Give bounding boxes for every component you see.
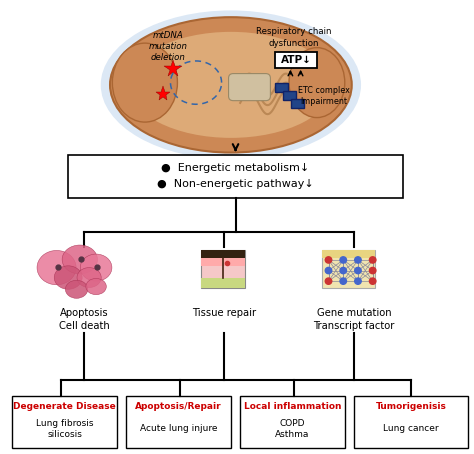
FancyBboxPatch shape — [201, 250, 245, 258]
Text: Acute lung injure: Acute lung injure — [140, 424, 218, 434]
Text: Lung fibrosis
silicosis: Lung fibrosis silicosis — [36, 419, 93, 439]
FancyBboxPatch shape — [201, 278, 245, 288]
Text: Local inflammation: Local inflammation — [244, 402, 341, 411]
FancyBboxPatch shape — [201, 258, 245, 266]
Ellipse shape — [37, 251, 76, 285]
Circle shape — [355, 267, 361, 274]
FancyBboxPatch shape — [283, 91, 296, 100]
Circle shape — [369, 267, 376, 274]
Text: Apoptosis
Cell death: Apoptosis Cell death — [59, 308, 110, 331]
Text: Tissue repair: Tissue repair — [192, 308, 256, 318]
Text: COPD
Asthma: COPD Asthma — [275, 419, 310, 439]
Text: Lung cancer: Lung cancer — [383, 424, 439, 434]
Ellipse shape — [62, 245, 98, 274]
Text: Respiratory chain
dysfunction: Respiratory chain dysfunction — [256, 27, 331, 48]
FancyBboxPatch shape — [240, 396, 345, 448]
Circle shape — [369, 257, 376, 263]
FancyBboxPatch shape — [275, 83, 288, 92]
Circle shape — [325, 278, 332, 284]
Ellipse shape — [65, 280, 88, 298]
Ellipse shape — [101, 10, 361, 159]
FancyBboxPatch shape — [292, 99, 304, 108]
Text: Degenerate Disease: Degenerate Disease — [13, 402, 116, 411]
Text: ETC complex
Impairment: ETC complex Impairment — [298, 86, 350, 106]
Text: Apoptosis/Repair: Apoptosis/Repair — [135, 402, 222, 411]
Ellipse shape — [77, 267, 101, 287]
FancyBboxPatch shape — [228, 74, 270, 101]
FancyBboxPatch shape — [275, 52, 318, 68]
Circle shape — [325, 267, 332, 274]
Ellipse shape — [112, 43, 177, 122]
FancyBboxPatch shape — [354, 396, 468, 448]
Ellipse shape — [54, 266, 82, 289]
Circle shape — [340, 257, 346, 263]
Text: Tumorigenisis: Tumorigenisis — [375, 402, 447, 411]
Ellipse shape — [128, 32, 333, 138]
Circle shape — [340, 278, 346, 284]
Text: ●  Energetic metabolism↓
●  Non-energetic pathway↓: ● Energetic metabolism↓ ● Non-energetic … — [157, 163, 314, 189]
Circle shape — [355, 257, 361, 263]
Ellipse shape — [80, 254, 112, 281]
FancyBboxPatch shape — [321, 250, 375, 288]
Text: ATP↓: ATP↓ — [281, 54, 311, 64]
Circle shape — [355, 278, 361, 284]
Text: mtDNA
mutation
deletion: mtDNA mutation deletion — [149, 31, 188, 62]
FancyBboxPatch shape — [68, 155, 403, 197]
Circle shape — [340, 267, 346, 274]
Ellipse shape — [86, 278, 106, 295]
FancyBboxPatch shape — [126, 396, 231, 448]
FancyBboxPatch shape — [201, 250, 245, 288]
FancyBboxPatch shape — [12, 396, 117, 448]
Circle shape — [369, 278, 376, 284]
FancyBboxPatch shape — [321, 250, 375, 258]
Text: Gene mutation
Transcript factor: Gene mutation Transcript factor — [313, 308, 395, 331]
Ellipse shape — [110, 17, 352, 153]
Circle shape — [325, 257, 332, 263]
Ellipse shape — [289, 48, 345, 118]
